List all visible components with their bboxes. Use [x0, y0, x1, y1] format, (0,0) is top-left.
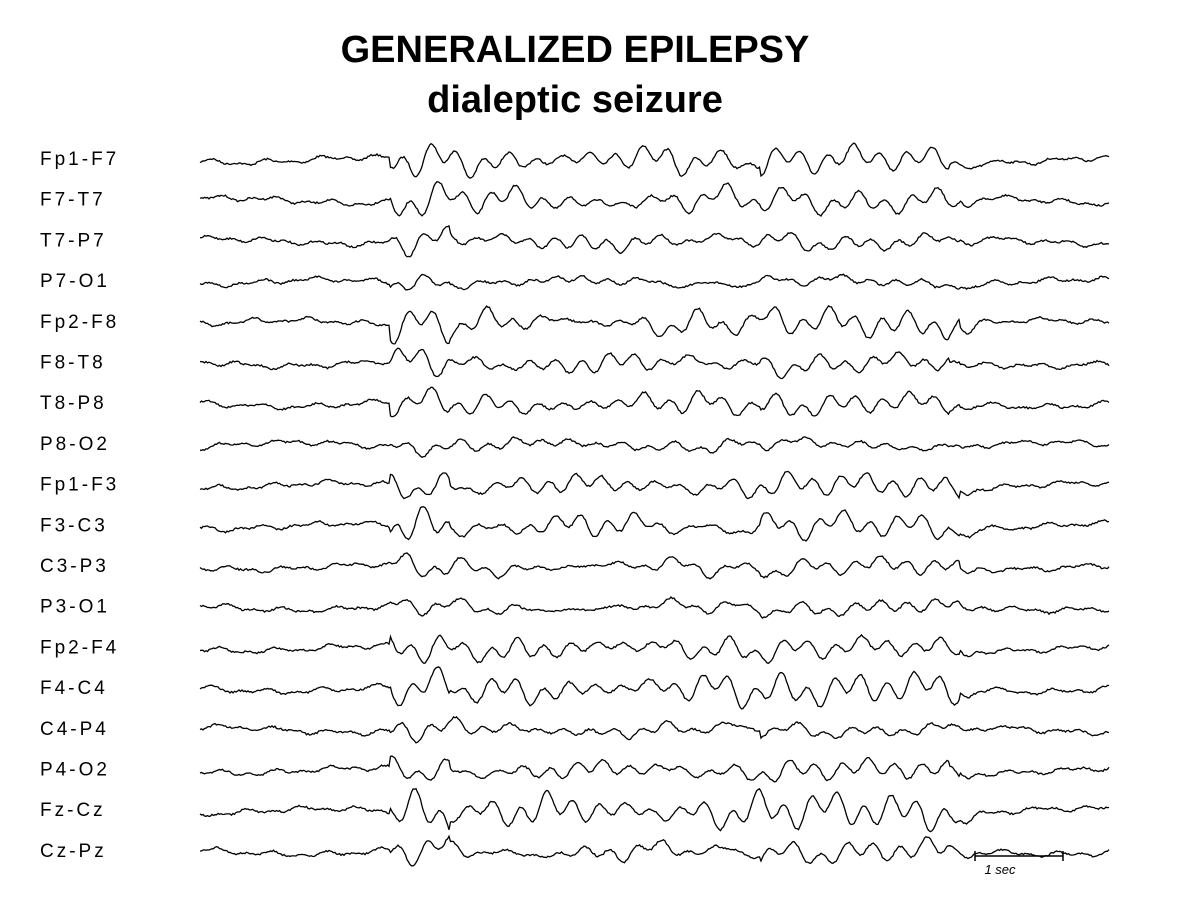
channel-label: Fp2-F8 [40, 312, 119, 333]
eeg-trace [199, 755, 1110, 783]
eeg-trace [199, 436, 1110, 459]
eeg-trace [199, 305, 1110, 345]
eeg-trace [199, 716, 1110, 744]
channel-label: T8-P8 [40, 393, 107, 414]
channel-label: P4-O2 [40, 760, 110, 781]
title: GENERALIZED EPILEPSY [341, 29, 810, 71]
eeg-trace [199, 506, 1110, 542]
channel-label: Cz-Pz [40, 841, 107, 862]
channel-label: P8-O2 [40, 434, 110, 455]
eeg-trace [199, 180, 1110, 217]
eeg-trace [199, 386, 1110, 418]
eeg-trace [199, 666, 1110, 710]
channel-label: T7-P7 [40, 230, 107, 251]
eeg-trace [199, 596, 1110, 619]
subtitle: dialeptic seizure [427, 79, 723, 121]
eeg-trace [199, 552, 1110, 580]
eeg-trace [199, 142, 1110, 179]
channel-label: F8-T8 [40, 353, 106, 374]
eeg-trace [199, 273, 1110, 291]
eeg-trace [199, 633, 1110, 665]
eeg-trace [199, 347, 1110, 380]
channel-label: C4-P4 [40, 719, 109, 740]
channel-label: Fp1-F7 [40, 149, 119, 170]
eeg-trace [199, 224, 1110, 258]
channel-label: Fp1-F3 [40, 475, 119, 496]
eeg-trace [199, 787, 1110, 833]
channel-label: F3-C3 [40, 515, 108, 536]
channel-label: F7-T7 [40, 190, 106, 211]
channel-label: Fz-Cz [40, 800, 106, 821]
channel-label: P3-O1 [40, 597, 110, 618]
scale-label: 1 sec [984, 862, 1016, 877]
channel-label: Fp2-F4 [40, 637, 119, 658]
eeg-trace [199, 470, 1110, 500]
channel-label: F4-C4 [40, 678, 108, 699]
channel-label: P7-O1 [40, 271, 110, 292]
channel-label: C3-P3 [40, 556, 109, 577]
eeg-trace [200, 834, 1110, 867]
